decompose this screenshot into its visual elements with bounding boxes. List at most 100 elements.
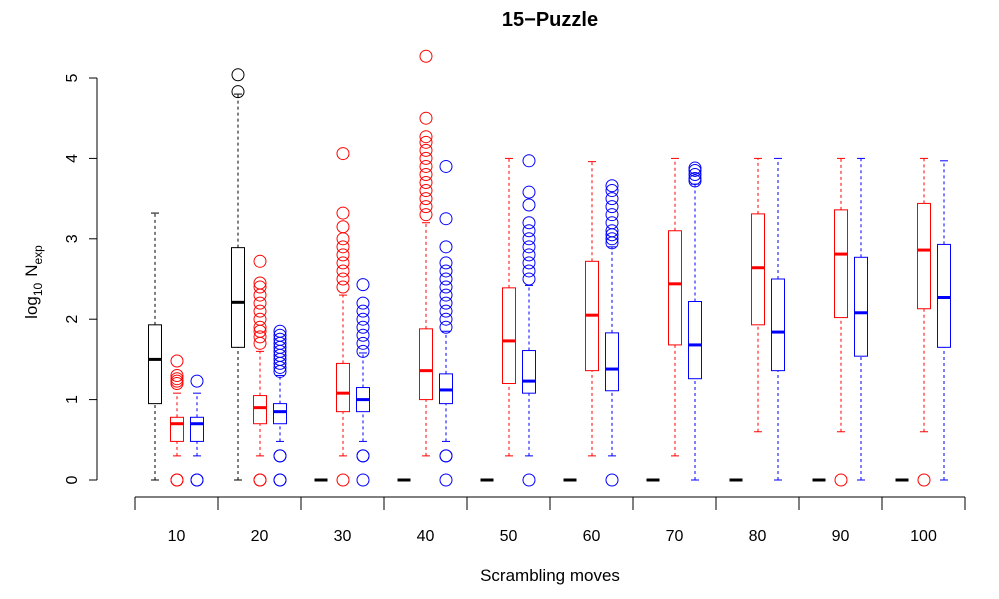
outlier-point: [605, 224, 619, 238]
outlier-point: [688, 161, 702, 175]
y-tick-label: 1: [64, 395, 81, 404]
y-axis-label-log: log: [22, 296, 41, 319]
box-iqr: [170, 416, 184, 442]
outlier-point: [356, 473, 370, 487]
outlier-point: [439, 264, 453, 278]
outlier-point: [273, 324, 287, 338]
outlier-point: [273, 332, 287, 346]
y-tick-label: 3: [64, 234, 81, 243]
box-iqr: [148, 324, 162, 405]
outlier-point: [439, 280, 453, 294]
outlier-point: [336, 248, 350, 262]
outlier-point: [605, 184, 619, 198]
outlier-point: [419, 111, 433, 125]
box-1-6: [668, 157, 682, 457]
box-1-9: [917, 157, 931, 487]
box-iqr: [419, 328, 433, 401]
outlier-point: [336, 264, 350, 278]
outlier-point: [356, 336, 370, 350]
outlier-point: [419, 192, 433, 206]
outlier-point: [356, 296, 370, 310]
x-tick-label: 40: [417, 528, 435, 545]
outlier-point: [522, 224, 536, 238]
x-tick-label: 10: [168, 528, 186, 545]
outlier-point: [688, 167, 702, 181]
box-2-0: [190, 374, 204, 487]
outlier-point: [356, 344, 370, 358]
outlier-point: [231, 68, 245, 82]
outlier-point: [688, 172, 702, 185]
box-2-4: [522, 154, 536, 487]
outlier-point: [522, 198, 536, 212]
box-1-8: [834, 157, 848, 487]
box-2-6: [688, 161, 702, 481]
chart-title: 15−Puzzle: [502, 9, 598, 31]
y-tick-label: 2: [64, 315, 81, 324]
box-iqr: [522, 350, 536, 394]
box-iqr: [253, 395, 267, 425]
y-axis-label-log-subscript: 10: [31, 282, 45, 296]
x-tick-label: 80: [749, 528, 767, 545]
outlier-point: [522, 256, 536, 270]
outlier-point: [834, 473, 848, 487]
outlier-point: [605, 192, 619, 206]
outlier-point: [522, 232, 536, 246]
box-iqr: [688, 301, 702, 380]
outlier-point: [336, 206, 350, 220]
outlier-point: [336, 473, 350, 487]
outlier-point: [419, 176, 433, 190]
outlier-point: [419, 184, 433, 198]
outlier-point: [439, 473, 453, 487]
outlier-point: [253, 280, 267, 294]
x-tick-label: 30: [334, 528, 352, 545]
outlier-point: [522, 240, 536, 254]
outlier-point: [273, 328, 287, 342]
outlier-point: [605, 473, 619, 487]
box-2-3: [439, 159, 453, 487]
outlier-point: [439, 240, 453, 254]
box-2-2: [356, 278, 370, 487]
box-iqr: [771, 278, 785, 372]
outlier-point: [419, 200, 433, 214]
outlier-point: [170, 473, 184, 487]
outlier-point: [605, 216, 619, 230]
y-axis-label-n: N: [22, 265, 41, 277]
box-0-0: [148, 212, 162, 481]
box-2-7: [771, 157, 785, 481]
outlier-point: [419, 151, 433, 165]
box-1-0: [170, 354, 184, 487]
outlier-point: [253, 312, 267, 326]
outlier-point: [356, 312, 370, 326]
outlier-point: [336, 220, 350, 234]
outlier-point: [253, 296, 267, 310]
y-axis: 0 1 2 3 4 5: [64, 73, 98, 484]
outlier-point: [439, 320, 453, 334]
outlier-point: [439, 296, 453, 310]
outlier-point: [253, 304, 267, 318]
outlier-point: [522, 185, 536, 199]
outlier-point: [190, 374, 204, 388]
y-tick-label: 5: [64, 73, 81, 82]
box-iqr: [917, 202, 931, 310]
y-axis-label-exp-subscript: exp: [31, 245, 45, 265]
box-2-9: [937, 160, 951, 481]
outlier-point: [336, 280, 350, 294]
box-1-7: [751, 157, 765, 433]
outlier-point: [605, 232, 619, 246]
y-tick-label: 4: [64, 154, 81, 163]
outlier-point: [522, 154, 536, 168]
outlier-point: [336, 240, 350, 254]
box-iqr: [605, 332, 619, 392]
box-1-2: [336, 147, 350, 487]
outlier-point: [522, 216, 536, 230]
outlier-point: [273, 473, 287, 487]
outlier-point: [439, 312, 453, 326]
outlier-point: [356, 449, 370, 463]
x-tick-label: 60: [583, 528, 601, 545]
x-axis-label: Scrambling moves: [480, 566, 620, 585]
outlier-point: [439, 159, 453, 173]
outlier-point: [356, 328, 370, 342]
box-1-1: [253, 254, 267, 487]
outlier-point: [419, 167, 433, 181]
outlier-point: [522, 264, 536, 278]
